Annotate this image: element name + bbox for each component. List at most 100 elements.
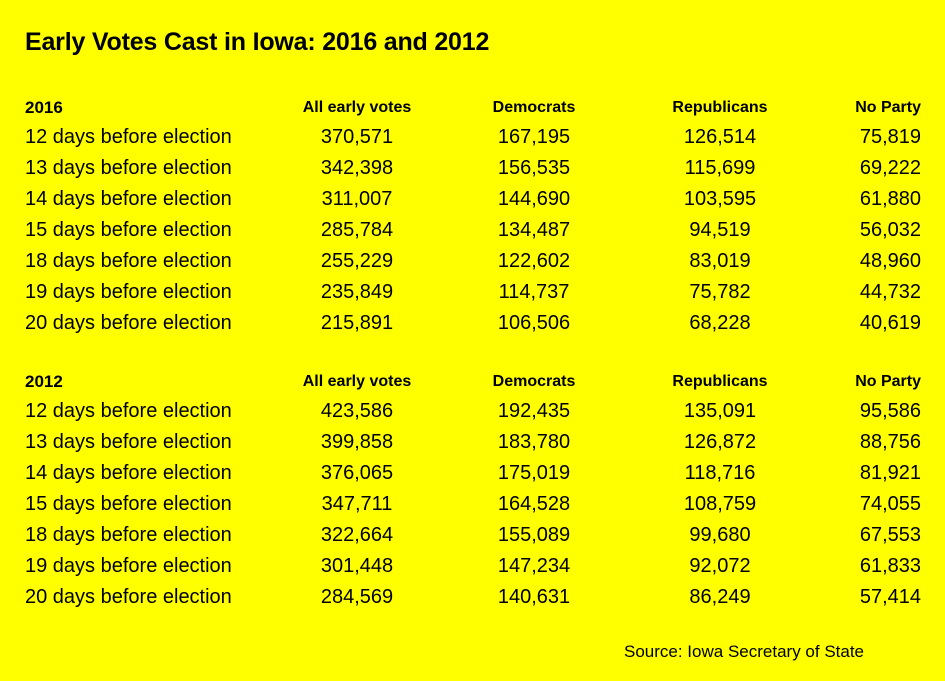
no-party-cell: 61,880 [859,188,921,210]
column-header-no-party: No Party [855,373,921,390]
table-row: 18 days before election 255,229 122,602 83,… [25,246,925,277]
table-row: 13 days before election 342,398 156,535 115… [25,153,925,184]
row-label: 18 days before election [25,250,232,272]
republicans-cell: 99,680 [689,524,751,546]
all-early-votes-cell: 423,586 [320,400,394,422]
column-header-republicans: Republicans [672,99,768,116]
democrats-cell: 192,435 [497,400,571,422]
table-row: 13 days before election 399,858 183,780 126… [25,427,925,458]
republicans-cell: 94,519 [689,219,751,241]
column-header-democrats: Democrats [492,99,576,116]
row-label: 12 days before election [25,126,232,148]
section-year-label: 2016 [25,98,63,117]
row-label: 14 days before election [25,188,232,210]
all-early-votes-cell: 342,398 [320,157,394,179]
all-early-votes-cell: 301,448 [320,555,394,577]
no-party-cell: 95,586 [859,400,921,422]
no-party-cell: 81,921 [859,462,921,484]
republicans-cell: 108,759 [683,493,757,515]
all-early-votes-cell: 284,569 [320,586,394,608]
row-label: 14 days before election [25,462,232,484]
table-row: 14 days before election 311,007 144,690 103… [25,184,925,215]
all-early-votes-cell: 285,784 [320,219,394,241]
table-row: 20 days before election 215,891 106,506 68,… [25,308,925,339]
table-header-row: 2012 All early votes Democrats Republica… [25,370,925,394]
table-row: 19 days before election 235,849 114,737 75,… [25,277,925,308]
table-row: 19 days before election 301,448 147,234 92,… [25,551,925,582]
all-early-votes-cell: 311,007 [321,188,393,210]
row-label: 15 days before election [25,493,232,515]
democrats-cell: 167,195 [497,126,571,148]
all-early-votes-cell: 322,664 [320,524,394,546]
row-label: 19 days before election [25,281,232,303]
row-label: 13 days before election [25,431,232,453]
all-early-votes-cell: 255,229 [320,250,394,272]
no-party-cell: 44,732 [859,281,921,303]
row-label: 20 days before election [25,586,232,608]
source-note: Source: Iowa Secretary of State [624,642,865,661]
no-party-cell: 56,032 [859,219,921,241]
row-label: 12 days before election [25,400,232,422]
column-header-all-early-votes: All early votes [302,373,412,390]
no-party-cell: 67,553 [859,524,921,546]
no-party-cell: 88,756 [859,431,921,453]
column-header-no-party: No Party [855,99,921,116]
table-row: 12 days before election 370,571 167,195 126… [25,122,925,153]
table-header-row: 2016 All early votes Democrats Republica… [25,96,925,120]
table-row: 12 days before election 423,586 192,435 135… [25,396,925,427]
all-early-votes-cell: 347,711 [321,493,393,515]
republicans-cell: 92,072 [689,555,751,577]
row-label: 19 days before election [25,555,232,577]
no-party-cell: 75,819 [859,126,921,148]
democrats-cell: 155,089 [497,524,571,546]
table-row: 20 days before election 284,569 140,631 86,… [25,582,925,613]
republicans-cell: 83,019 [689,250,751,272]
no-party-cell: 48,960 [859,250,921,272]
democrats-cell: 114,737 [498,281,570,303]
section-year-label: 2012 [25,372,63,391]
all-early-votes-cell: 399,858 [320,431,394,453]
democrats-cell: 164,528 [497,493,571,515]
republicans-cell: 115,699 [684,157,756,179]
chart-title: Early Votes Cast in Iowa: 2016 and 2012 [25,28,490,56]
democrats-cell: 106,506 [497,312,571,334]
no-party-cell: 74,055 [859,493,921,515]
all-early-votes-cell: 235,849 [320,281,394,303]
democrats-cell: 122,602 [497,250,571,272]
table-row: 14 days before election 376,065 175,019 118… [25,458,925,489]
row-label: 18 days before election [25,524,232,546]
republicans-cell: 86,249 [689,586,751,608]
democrats-cell: 175,019 [497,462,571,484]
row-label: 20 days before election [25,312,232,334]
table-row: 15 days before election 347,711 164,528 108… [25,489,925,520]
all-early-votes-cell: 215,891 [320,312,394,334]
column-header-all-early-votes: All early votes [302,99,412,116]
all-early-votes-cell: 376,065 [320,462,394,484]
republicans-cell: 68,228 [689,312,751,334]
democrats-cell: 183,780 [497,431,571,453]
row-label: 13 days before election [25,157,232,179]
table-row: 18 days before election 322,664 155,089 99,… [25,520,925,551]
democrats-cell: 144,690 [497,188,571,210]
no-party-cell: 57,414 [859,586,921,608]
no-party-cell: 40,619 [859,312,921,334]
table-row: 15 days before election 285,784 134,487 94,… [25,215,925,246]
republicans-cell: 126,514 [683,126,757,148]
republicans-cell: 103,595 [683,188,757,210]
column-header-republicans: Republicans [672,373,768,390]
table-section-2012: 2012 All early votes Democrats Republica… [25,370,925,613]
table-body: 12 days before election 423,586 192,435 135… [25,396,925,613]
row-label: 15 days before election [25,219,232,241]
republicans-cell: 135,091 [683,400,757,422]
no-party-cell: 69,222 [859,157,921,179]
no-party-cell: 61,833 [859,555,921,577]
democrats-cell: 134,487 [497,219,571,241]
republicans-cell: 118,716 [684,462,756,484]
democrats-cell: 156,535 [497,157,571,179]
democrats-cell: 140,631 [497,586,571,608]
all-early-votes-cell: 370,571 [320,126,394,148]
republicans-cell: 126,872 [683,431,757,453]
democrats-cell: 147,234 [497,555,571,577]
republicans-cell: 75,782 [689,281,751,303]
table-section-2016: 2016 All early votes Democrats Republica… [25,96,925,339]
